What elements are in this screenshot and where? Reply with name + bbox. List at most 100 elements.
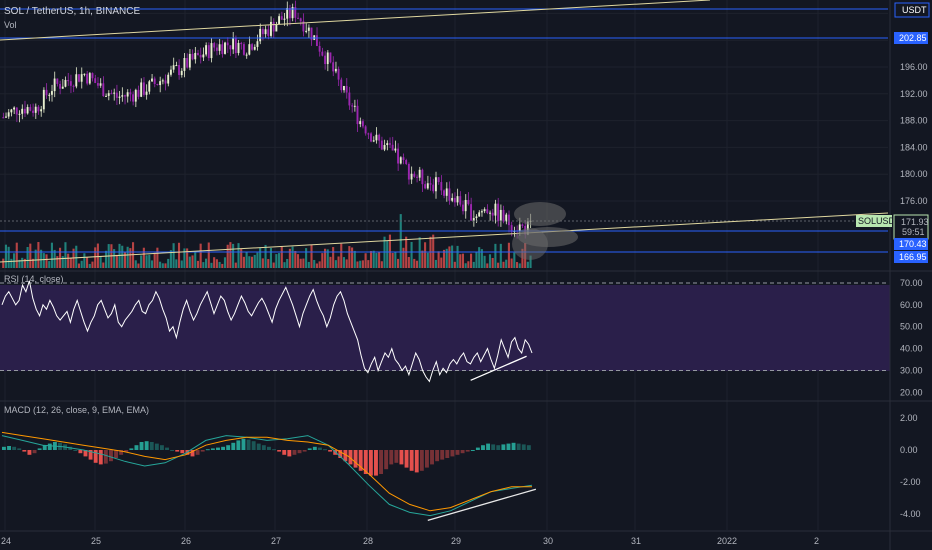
volume-bar <box>334 260 337 268</box>
macd-histogram-bar <box>119 450 124 455</box>
rsi-axis[interactable]: 70.00 60.00 50.00 40.00 30.00 20.00 <box>900 278 923 397</box>
volume-bar <box>386 240 389 268</box>
candle-body <box>340 79 343 91</box>
volume-bar <box>275 254 278 268</box>
volume-bar <box>442 249 446 268</box>
volume-bar <box>326 249 329 268</box>
volume-bar <box>253 254 256 268</box>
volume-bar <box>340 243 343 268</box>
macd-histogram-bar <box>124 450 129 453</box>
candle-body <box>310 27 313 40</box>
volume-bar <box>61 256 64 268</box>
macd-histogram-bar <box>241 438 246 450</box>
volume-bar <box>464 263 467 268</box>
volume-bar <box>372 250 375 268</box>
macd-pane[interactable] <box>1 431 537 522</box>
candle-body <box>134 89 137 102</box>
candle-body <box>164 80 167 84</box>
chart-title[interactable]: SOL / TetherUS, 1h, BINANCE <box>4 6 140 17</box>
volume-bar <box>205 258 208 268</box>
macd-histogram-bar <box>195 450 200 455</box>
macd-histogram-bar <box>205 449 210 451</box>
candle-body <box>472 218 475 221</box>
candle-body <box>470 204 473 221</box>
candle-body <box>23 108 26 114</box>
volume-bar <box>348 246 351 268</box>
macd-histogram-bar <box>511 442 516 450</box>
volume-bar <box>159 261 162 268</box>
macd-histogram-bar <box>516 443 521 450</box>
volume-bar <box>229 242 232 268</box>
candle-body <box>178 65 180 76</box>
candle-body <box>264 29 267 35</box>
candle-body <box>348 92 351 106</box>
last-price-text: 171.93 <box>901 217 929 227</box>
candle-body <box>364 126 367 134</box>
candle-body <box>286 7 289 19</box>
candle-body <box>453 197 456 203</box>
volume-bar <box>134 260 137 268</box>
volume-bar <box>475 252 478 268</box>
candle-body <box>13 107 16 110</box>
price-pane[interactable] <box>0 0 889 268</box>
volume-bar <box>286 258 289 268</box>
candle-body <box>405 160 408 165</box>
volume-bar <box>240 248 243 268</box>
volume-bar <box>261 258 264 268</box>
rsi-trendline[interactable] <box>470 355 527 381</box>
candle-body <box>61 86 64 89</box>
symbol-tag[interactable]: SOLUSDT <box>856 215 901 227</box>
macd-histogram-bar <box>338 450 343 458</box>
candle-body <box>497 203 500 222</box>
volume-bar <box>526 261 529 268</box>
volume-bar <box>415 260 419 268</box>
ghost-blob <box>512 202 578 260</box>
rsi-label[interactable]: RSI (14, close) <box>4 274 64 284</box>
candle-body <box>521 224 524 226</box>
candle-body <box>169 69 172 75</box>
macd-histogram-bar <box>37 448 42 450</box>
rsi-reference-lines <box>0 282 888 371</box>
price-tag-mid-level: 170.43 <box>894 238 928 250</box>
price-axis-label: 184.00 <box>900 142 928 152</box>
macd-axis-label: 0.00 <box>900 445 918 455</box>
time-axis[interactable]: 24 25 26 27 28 29 30 31 2022 2 <box>1 536 819 546</box>
rsi-band <box>0 285 890 371</box>
macd-histogram-bar <box>302 450 307 452</box>
macd-trendline[interactable] <box>427 488 537 522</box>
volume-bar <box>226 244 229 268</box>
candle-body <box>483 209 486 212</box>
candle-body <box>7 112 10 117</box>
volume-bar <box>164 263 167 268</box>
candle-body <box>110 93 113 95</box>
time-axis-label: 28 <box>363 536 373 546</box>
candle-body <box>397 148 399 164</box>
macd-label[interactable]: MACD (12, 26, close, 9, EMA, EMA) <box>4 405 149 415</box>
vol-label[interactable]: Vol <box>4 20 17 30</box>
macd-histogram-bar <box>475 447 480 450</box>
price-axis-label: 176.00 <box>900 196 928 206</box>
rsi-pane[interactable] <box>0 280 890 383</box>
candle-body <box>245 54 248 56</box>
macd-histogram-bar <box>399 450 404 465</box>
volume-bar <box>470 253 473 268</box>
candle-body <box>375 134 378 141</box>
macd-histogram-bar <box>144 441 149 450</box>
volume-bar <box>453 261 456 268</box>
time-axis-label: 31 <box>631 536 641 546</box>
candle-body <box>386 143 389 146</box>
volume-bar <box>267 259 270 268</box>
candle-body <box>45 89 48 96</box>
candle-body <box>275 24 278 32</box>
macd-histogram-bar <box>267 446 271 450</box>
candle-body <box>123 95 126 97</box>
candle-body <box>207 45 210 59</box>
macd-histogram-bar <box>297 450 302 454</box>
macd-axis[interactable]: 2.00 0.00 -2.00 -4.00 <box>900 413 921 519</box>
price-axis-label: 188.00 <box>900 116 928 126</box>
volume-bar <box>96 243 99 268</box>
macd-histogram-bar <box>114 450 119 458</box>
usdt-button[interactable]: USDT <box>894 2 930 18</box>
macd-histogram-bar <box>12 446 17 450</box>
